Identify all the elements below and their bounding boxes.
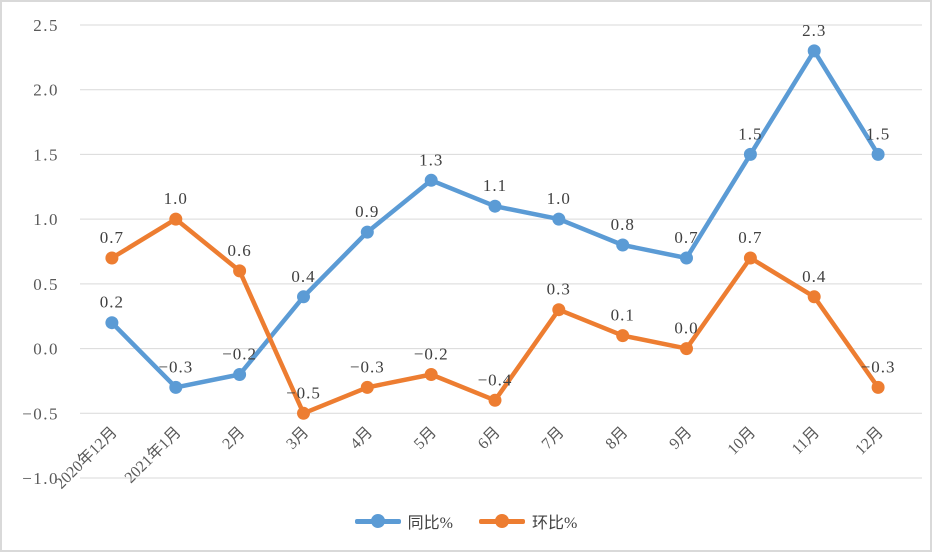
data-label: 2.3	[802, 21, 826, 40]
data-point-marker	[680, 251, 693, 265]
y-axis-tick-label: −1.0	[22, 469, 59, 488]
data-point-marker	[807, 44, 821, 58]
x-axis-label: 2021年1月	[121, 423, 185, 487]
data-point-marker	[743, 251, 757, 265]
legend-label: 环比%	[532, 515, 578, 532]
y-axis-tick-label: 2.0	[33, 81, 59, 100]
data-point-marker	[616, 329, 630, 343]
data-label: 1.1	[483, 176, 507, 195]
data-label: 0.0	[674, 319, 698, 338]
data-point-marker	[488, 393, 502, 407]
y-axis-tick-label: 0.5	[33, 275, 59, 294]
x-axis-label: 9月	[666, 424, 695, 453]
data-point-marker	[552, 303, 566, 317]
x-axis-label: 2020年12月	[51, 423, 120, 492]
data-point-marker	[424, 368, 438, 381]
data-point-marker	[169, 212, 183, 226]
x-axis-label: 8月	[603, 424, 632, 453]
legend-line-dot-icon	[354, 514, 401, 528]
data-point-marker	[297, 406, 310, 420]
data-label: 0.9	[355, 202, 379, 221]
data-label: 0.4	[802, 267, 826, 286]
data-point-marker	[424, 173, 438, 187]
x-axis-label: 12月	[852, 424, 887, 459]
data-point-marker	[743, 147, 757, 161]
legend-label: 同比%	[407, 515, 453, 532]
x-axis-label: 11月	[789, 424, 823, 458]
data-label: 1.0	[547, 189, 571, 208]
data-point-marker	[233, 264, 247, 278]
data-point-marker	[360, 225, 374, 239]
legend-item-tongbi: 同比%	[354, 509, 453, 533]
x-axis-label: 2月	[219, 424, 248, 453]
data-point-marker	[871, 380, 885, 394]
y-axis-tick-label: 0.0	[33, 340, 59, 359]
legend: 同比% 环比%	[2, 509, 930, 533]
data-label: −0.3	[861, 357, 896, 376]
data-label: 0.7	[100, 228, 124, 247]
x-axis-label: 7月	[539, 424, 568, 453]
y-axis-tick-label: −0.5	[22, 404, 59, 423]
legend-line-dot-icon	[479, 514, 525, 528]
x-axis-label: 6月	[475, 424, 504, 453]
data-point-marker	[488, 199, 502, 213]
data-point-marker	[616, 238, 630, 252]
data-point-marker	[169, 380, 183, 394]
y-axis-tick-label: 1.5	[33, 145, 59, 164]
x-axis-label: 3月	[283, 424, 312, 453]
legend-item-huanbi: 环比%	[479, 509, 577, 533]
x-axis-label: 10月	[725, 424, 760, 459]
data-label: 1.3	[419, 150, 443, 169]
data-label: 0.7	[738, 228, 762, 247]
data-label: −0.5	[286, 383, 321, 402]
data-label: −0.4	[478, 370, 513, 389]
data-label: −0.2	[222, 345, 257, 364]
data-point-marker	[297, 290, 310, 304]
data-point-marker	[680, 342, 693, 356]
data-point-marker	[105, 316, 119, 330]
data-point-marker	[807, 290, 821, 304]
data-label: 0.4	[291, 267, 315, 286]
data-point-marker	[233, 368, 247, 381]
data-label: 1.5	[738, 124, 762, 143]
data-point-marker	[871, 147, 885, 161]
data-label: 0.2	[100, 293, 124, 312]
data-point-marker	[552, 212, 566, 226]
data-label: 0.8	[611, 215, 635, 234]
data-label: 0.1	[611, 306, 635, 325]
data-label: 1.5	[866, 124, 890, 143]
data-label: 1.0	[164, 189, 188, 208]
y-axis-tick-label: 1.0	[33, 210, 59, 229]
data-label: −0.2	[414, 345, 449, 364]
data-point-marker	[105, 251, 119, 265]
data-point-marker	[360, 380, 374, 394]
x-axis-label: 4月	[347, 424, 376, 453]
x-axis-label: 5月	[411, 424, 440, 453]
data-label: −0.3	[350, 357, 385, 376]
data-label: −0.3	[158, 357, 193, 376]
data-label: 0.3	[547, 280, 571, 299]
data-label: 0.7	[674, 228, 698, 247]
y-axis-tick-label: 2.5	[33, 16, 59, 35]
data-label: 0.6	[227, 241, 251, 260]
